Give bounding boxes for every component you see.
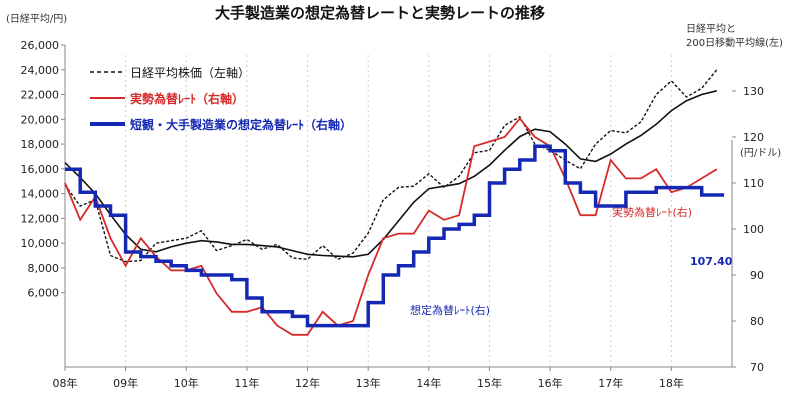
series-layer [64, 69, 725, 336]
top-right-label-line1: 日経平均と [686, 22, 736, 35]
right-tick-label: 80 [750, 315, 764, 328]
annotation-last-value: 107.40 [690, 255, 733, 268]
annotation-spot-label: 実勢為替ﾚｰﾄ(右) [612, 205, 692, 219]
series-assumed-rate-line [65, 144, 725, 328]
x-tick-label: 13年 [356, 376, 381, 390]
x-tick-label: 10年 [174, 376, 199, 390]
right-tick-label: 90 [750, 269, 764, 282]
left-tick-label: 22,000 [21, 89, 60, 102]
right-tick-label: 110 [743, 177, 764, 190]
left-tick-label: 20,000 [21, 113, 60, 126]
x-tick-label: 15年 [477, 376, 502, 390]
x-tick-label: 16年 [538, 376, 563, 390]
right-tick-label: 100 [743, 223, 764, 236]
x-tick-label: 08年 [53, 376, 78, 390]
left-tick-label: 10,000 [21, 237, 60, 250]
series-ma200-line [64, 90, 717, 258]
left-tick-label: 16,000 [21, 163, 60, 176]
series-nikkei-line [64, 69, 718, 263]
left-tick-label: 8,000 [28, 262, 60, 275]
x-tick-label: 09年 [113, 376, 138, 390]
left-axis-unit-label: (日経平均/円) [6, 12, 67, 25]
left-tick-label: 14,000 [21, 188, 60, 201]
left-tick-label: 24,000 [21, 64, 60, 77]
x-tick-label: 12年 [295, 376, 320, 390]
right-axis-unit-label: (円/ドル) [740, 148, 781, 159]
series-spot-rate-line [64, 117, 718, 336]
right-tick-label: 130 [743, 85, 764, 98]
x-tick-label: 18年 [659, 376, 684, 390]
annotation-assumed-label: 想定為替ﾚｰﾄ(右) [410, 303, 490, 317]
legend-spot-label: 実勢為替ﾚｰﾄ（右軸） [130, 91, 244, 106]
legend-nikkei-label: 日経平均株価（左軸） [130, 65, 250, 80]
right-tick-label: 120 [743, 131, 764, 144]
right-tick-label: 70 [750, 361, 764, 374]
chart-title: 大手製造業の想定為替レートと実勢レートの推移 [215, 4, 545, 22]
tick-layer: 26,000 24,000 22,000 20,000 18,000 16,000 14,0… [21, 39, 765, 390]
top-right-label-line2: 200日移動平均線(左) [686, 36, 783, 49]
left-tick-label: 12,000 [21, 212, 60, 225]
left-tick-label: 18,000 [21, 138, 60, 151]
left-tick-label: 26,000 [21, 39, 60, 52]
left-tick-label: 6,000 [28, 287, 60, 300]
legend-assumed-label: 短観・大手製造業の想定為替ﾚｰﾄ（右軸） [130, 117, 352, 132]
x-tick-label: 11年 [234, 376, 259, 390]
x-tick-label: 14年 [416, 376, 441, 390]
x-tick-label: 17年 [598, 376, 623, 390]
